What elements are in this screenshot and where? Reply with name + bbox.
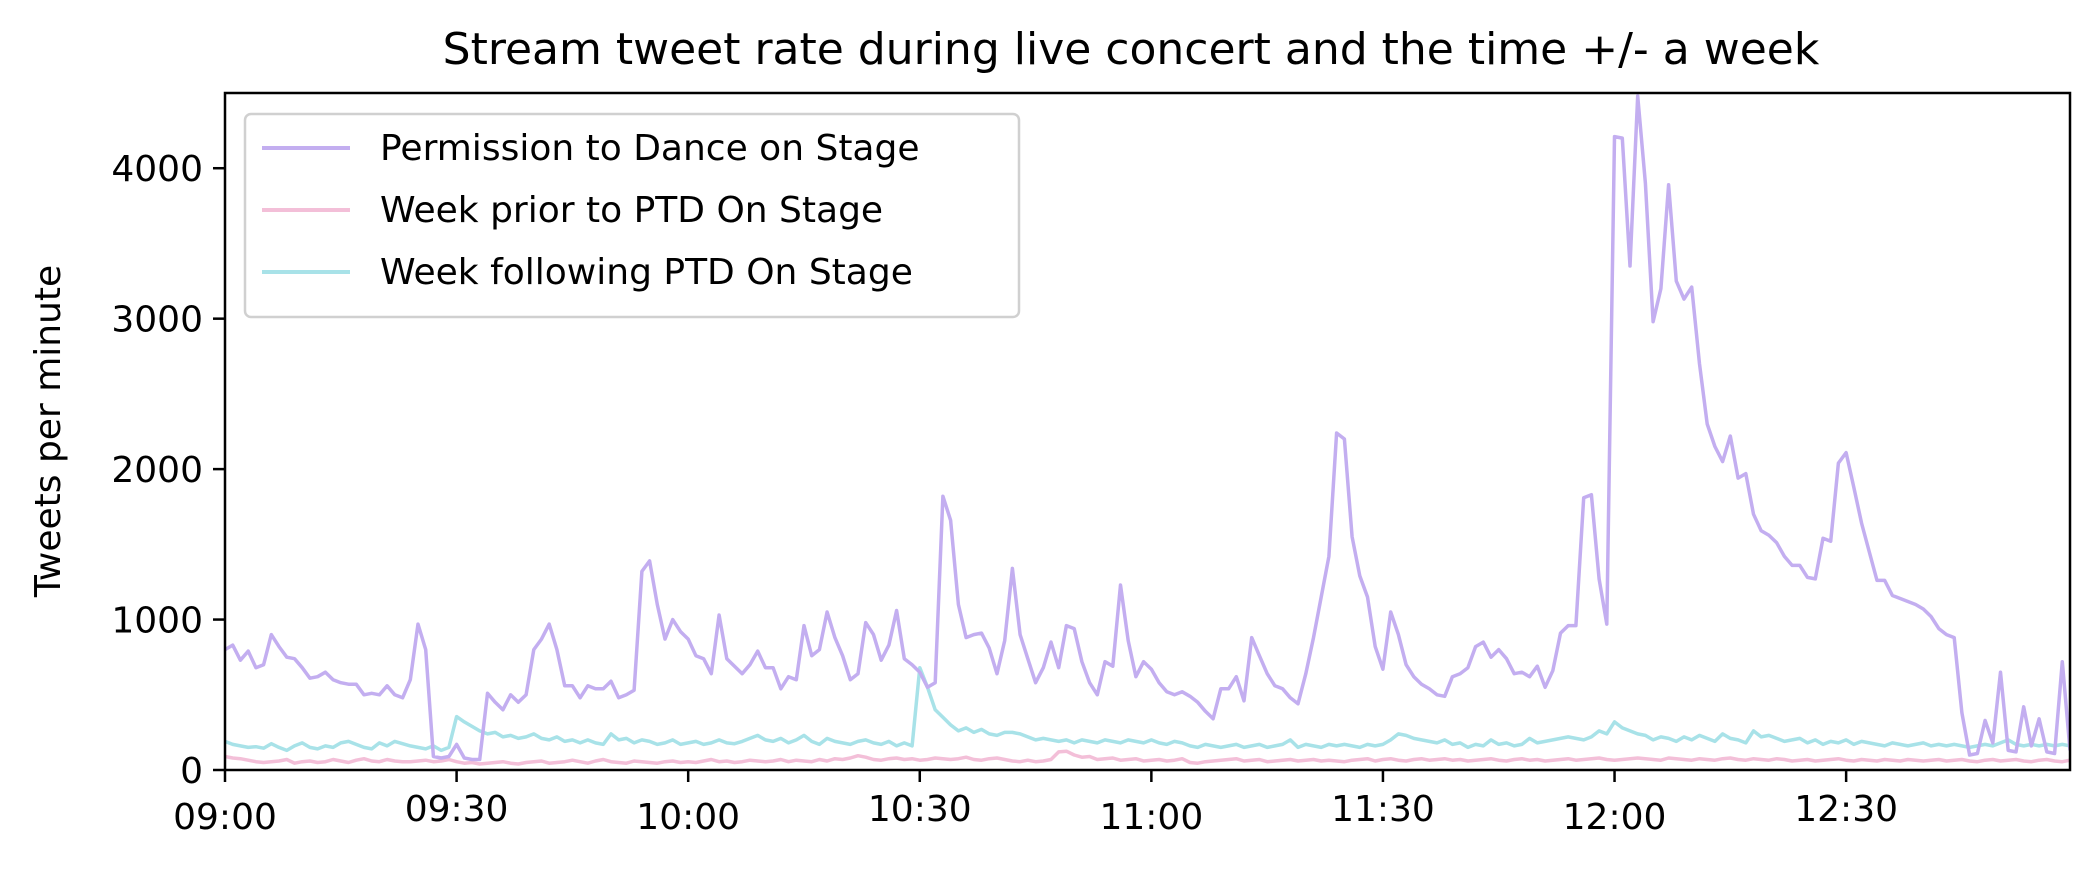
y-tick-label: 0 xyxy=(180,751,203,792)
x-tick-label: 12:30 xyxy=(1794,789,1898,830)
y-tick-label: 4000 xyxy=(111,149,203,190)
x-tick-label: 12:00 xyxy=(1563,797,1667,838)
x-tick-label: 11:00 xyxy=(1099,797,1203,838)
legend-label-1: Week prior to PTD On Stage xyxy=(380,190,883,231)
series-line-0 xyxy=(225,94,2070,762)
legend: Permission to Dance on Stage Week prior t… xyxy=(243,112,1021,319)
series-line-2 xyxy=(225,665,2070,753)
y-axis-label: Tweets per minute xyxy=(28,265,69,598)
y-tick-label: 2000 xyxy=(111,450,203,491)
x-tick-label: 09:00 xyxy=(173,797,277,838)
x-tick-label: 10:00 xyxy=(636,797,740,838)
series-layer xyxy=(225,94,2070,766)
x-tick-label: 10:30 xyxy=(868,789,972,830)
legend-label-0: Permission to Dance on Stage xyxy=(380,128,920,169)
legend-label-2: Week following PTD On Stage xyxy=(380,252,913,293)
y-tick-label: 1000 xyxy=(111,601,203,642)
x-tick-label: 09:30 xyxy=(405,789,509,830)
chart-title: Stream tweet rate during live concert an… xyxy=(443,24,1820,75)
plot-frame xyxy=(223,91,2072,772)
legend-box xyxy=(243,112,1021,319)
series-line-1 xyxy=(225,749,2070,766)
axes-layer: 09:00 09:30 10:00 10:30 11:00 11:30 12:00 12:30… xyxy=(111,91,2072,838)
y-tick-label: 3000 xyxy=(111,300,203,341)
x-tick-label: 11:30 xyxy=(1331,789,1435,830)
